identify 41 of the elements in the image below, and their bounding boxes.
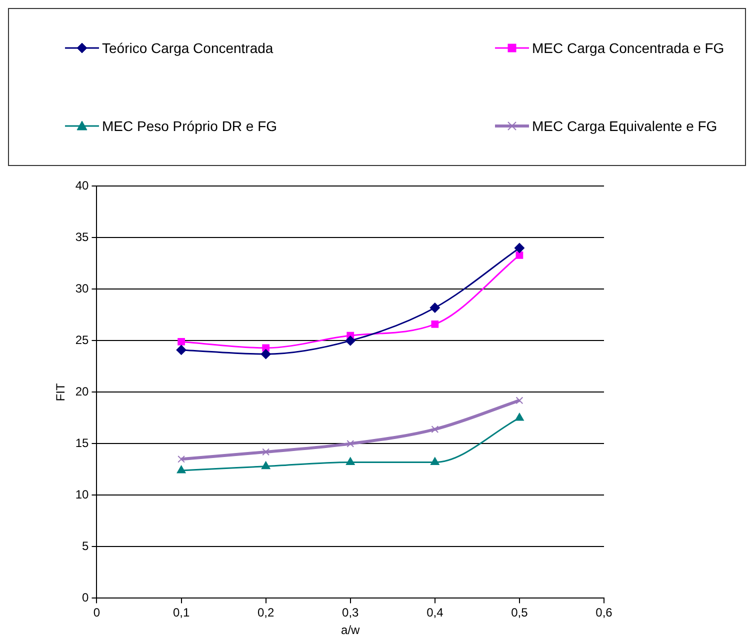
point	[262, 448, 270, 456]
x-tick-label: 0,2	[257, 606, 274, 620]
x-tick-label: 0	[93, 606, 100, 620]
point	[516, 252, 524, 259]
x-tick-label: 0,4	[426, 606, 444, 620]
point	[178, 455, 185, 463]
x-tick-label: 0,6	[596, 606, 613, 620]
y-tick-label: 35	[75, 230, 90, 244]
y-tick-label: 10	[75, 488, 90, 502]
point	[430, 302, 440, 313]
point	[346, 457, 355, 465]
point	[346, 440, 354, 448]
x-axis-title: a/w	[341, 623, 360, 638]
x-tick-label: 0,5	[511, 606, 528, 620]
x-tick-label: 0,1	[172, 606, 190, 620]
point	[261, 461, 270, 470]
point	[514, 243, 524, 253]
point	[176, 344, 186, 355]
y-tick-label: 30	[75, 282, 90, 296]
point	[176, 465, 186, 474]
y-tick-label: 20	[75, 384, 90, 399]
legend-label: Teórico Carga Concentrada	[102, 40, 274, 56]
y-axis-title: FIT	[54, 382, 68, 402]
point	[260, 349, 271, 360]
legend-label: MEC Carga Equivalente e FG	[532, 118, 718, 134]
x-tick-label: 0,3	[342, 606, 360, 620]
point	[515, 412, 524, 421]
y-tick-label: 15	[75, 436, 90, 450]
y-tick-label: 5	[82, 539, 90, 554]
point	[178, 338, 185, 346]
point	[516, 396, 524, 404]
legend-label: MEC Carga Concentrada e FG	[532, 40, 724, 56]
y-tick-label: 0	[82, 590, 90, 605]
point	[430, 457, 440, 465]
point	[431, 320, 439, 328]
legend-label: MEC Peso Próprio DR e FG	[102, 118, 278, 134]
point	[262, 344, 270, 352]
point	[431, 426, 439, 433]
y-tick-label: 40	[75, 178, 90, 193]
y-tick-label: 25	[75, 333, 90, 348]
point	[345, 336, 356, 346]
